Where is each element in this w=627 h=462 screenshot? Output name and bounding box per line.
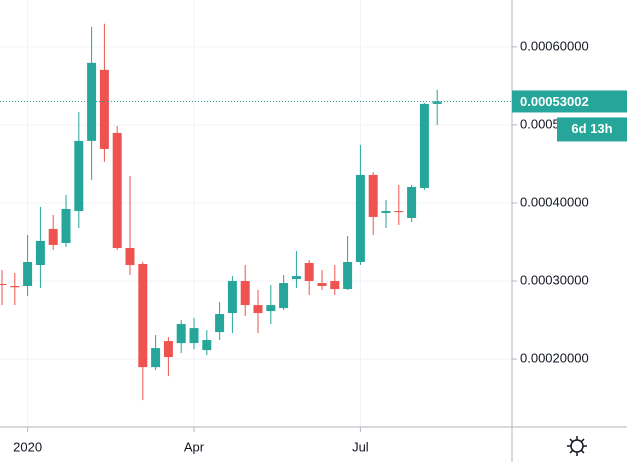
candle-body	[253, 305, 263, 314]
y-tick-label: 0.00030000	[520, 272, 589, 287]
candle-body	[189, 328, 199, 344]
candle-body	[125, 248, 135, 266]
candle-body	[74, 140, 84, 212]
candle-body	[112, 132, 122, 249]
x-tick-label: 2020	[13, 439, 42, 454]
candle-body	[163, 341, 173, 358]
candle-body	[304, 262, 314, 282]
candle-body	[317, 283, 327, 287]
candle-body	[343, 261, 353, 290]
candle-body	[279, 283, 289, 309]
candle-body	[266, 305, 276, 312]
candle-body	[99, 69, 109, 149]
y-tick-label: 0.00060000	[520, 38, 589, 53]
candle-body	[23, 261, 33, 287]
candle-body	[48, 228, 58, 245]
candle-body	[215, 314, 225, 333]
candle-body	[240, 281, 250, 306]
candle-body	[151, 348, 161, 368]
candle-body	[87, 62, 97, 141]
candle-body	[138, 264, 148, 368]
candle-body	[330, 281, 340, 290]
candle-body	[291, 276, 301, 279]
candle-body	[355, 174, 365, 262]
candle-body	[407, 186, 417, 218]
x-tick-label: Apr	[184, 439, 205, 454]
y-tick-label: 0.00040000	[520, 194, 589, 209]
grid	[0, 0, 512, 427]
candle-body	[381, 211, 391, 213]
candle-body	[227, 281, 237, 314]
last-price-box	[512, 90, 627, 113]
candle-body	[176, 324, 186, 344]
x-tick-label: Jul	[352, 439, 369, 454]
gear-teeth[interactable]	[567, 436, 587, 456]
candle-body	[35, 240, 45, 266]
countdown-box	[557, 117, 627, 142]
settings-icon[interactable]	[567, 436, 587, 456]
axes: 0.000200000.000300000.000400000.00050000…	[13, 38, 627, 454]
candle-body	[10, 286, 20, 288]
candle-body	[202, 340, 212, 351]
candle-body	[368, 174, 378, 217]
candle-body	[61, 208, 71, 244]
candle-body	[419, 103, 429, 188]
y-tick-label: 0.00020000	[520, 351, 589, 366]
last-price-label: 0.00053002	[520, 94, 589, 109]
countdown-label: 6d 13h	[571, 121, 612, 136]
candle-body	[0, 283, 7, 286]
candles	[0, 23, 512, 401]
candle-body	[394, 211, 404, 213]
candle-body	[432, 101, 442, 104]
